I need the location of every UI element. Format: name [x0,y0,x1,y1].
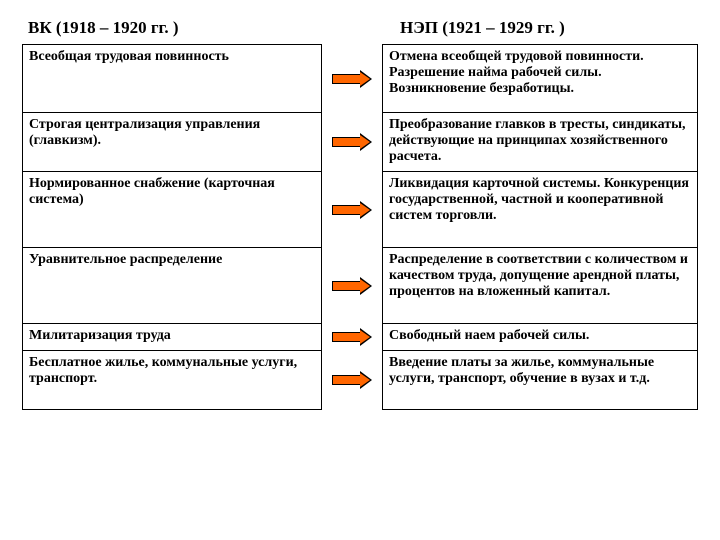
arrow-slot [322,350,382,410]
arrow-slot [322,112,382,172]
arrow-right-icon [332,371,372,389]
header-right: НЭП (1921 – 1929 гг. ) [382,18,698,38]
arrow-slot [322,171,382,248]
table-row-left: Строгая централизация управления (главки… [22,112,322,172]
table-row-right: Отмена всеобщей трудовой повинности. Раз… [382,44,698,113]
column-vk: Всеобщая трудовая повинностьСтрогая цент… [22,44,322,410]
table-row-right: Распределение в соответствии с количеств… [382,247,698,324]
table-row-left: Бесплатное жилье, коммунальные услуги, т… [22,350,322,410]
arrow-right-icon [332,201,372,219]
comparison-columns: Всеобщая трудовая повинностьСтрогая цент… [22,44,698,410]
table-row-left: Нормированное снабжение (карточная систе… [22,171,322,248]
arrow-right-icon [332,328,372,346]
column-nep: Отмена всеобщей трудовой повинности. Раз… [382,44,698,410]
table-row-left: Милитаризация труда [22,323,322,351]
table-row-right: Преобразование главков в тресты, синдика… [382,112,698,172]
arrow-slot [322,44,382,113]
arrow-right-icon [332,277,372,295]
header-row: ВК (1918 – 1920 гг. ) НЭП (1921 – 1929 г… [22,18,698,38]
column-arrows [322,44,382,410]
arrow-slot [322,323,382,351]
arrow-right-icon [332,70,372,88]
table-row-left: Всеобщая трудовая повинность [22,44,322,113]
table-row-right: Введение платы за жилье, коммунальные ус… [382,350,698,410]
header-left: ВК (1918 – 1920 гг. ) [22,18,382,38]
arrow-slot [322,247,382,324]
table-row-left: Уравнительное распределение [22,247,322,324]
arrow-right-icon [332,133,372,151]
table-row-right: Ликвидация карточной системы. Конкуренци… [382,171,698,248]
table-row-right: Свободный наем рабочей силы. [382,323,698,351]
